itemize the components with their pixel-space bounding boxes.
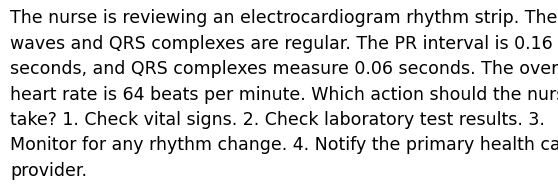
Text: heart rate is 64 beats per minute. Which action should the nurse: heart rate is 64 beats per minute. Which…	[10, 86, 558, 104]
Text: take? 1. Check vital signs. 2. Check laboratory test results. 3.: take? 1. Check vital signs. 2. Check lab…	[10, 111, 545, 129]
Text: Monitor for any rhythm change. 4. Notify the primary health care: Monitor for any rhythm change. 4. Notify…	[10, 136, 558, 154]
Text: The nurse is reviewing an electrocardiogram rhythm strip. The P: The nurse is reviewing an electrocardiog…	[10, 9, 558, 27]
Text: seconds, and QRS complexes measure 0.06 seconds. The overall: seconds, and QRS complexes measure 0.06 …	[10, 60, 558, 78]
Text: provider.: provider.	[10, 162, 87, 180]
Text: waves and QRS complexes are regular. The PR interval is 0.16: waves and QRS complexes are regular. The…	[10, 35, 553, 53]
